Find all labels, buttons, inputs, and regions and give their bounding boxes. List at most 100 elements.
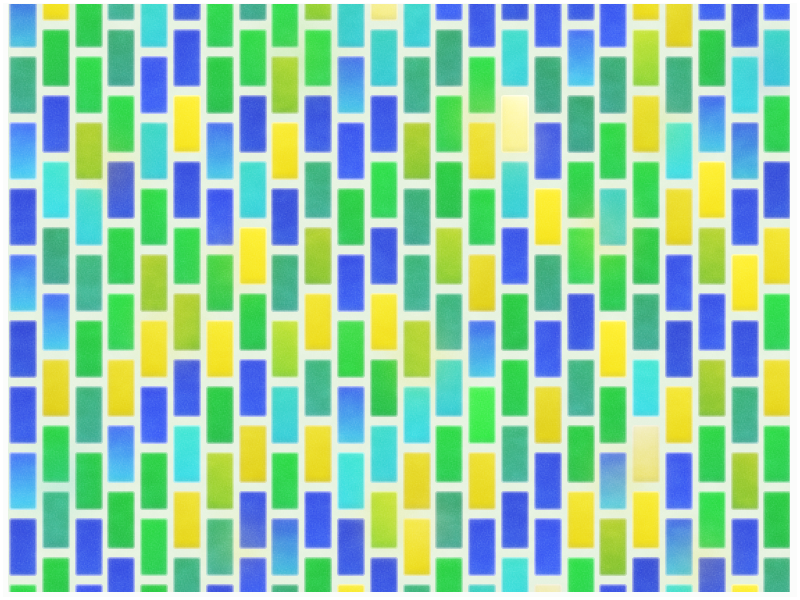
glass-tile-glassy-seagreen [730,386,759,444]
glass-tile-glassy-seagreen [566,359,595,417]
glass-tile-turquoise [271,386,300,444]
glass-tile-lemon-yellow [337,584,365,592]
glass-tile-royal-blue [599,4,628,48]
glass-tile-blue-to-cyan [41,293,70,351]
glass-tile-royal-blue [74,584,103,592]
glass-tile-lemon-yellow [763,359,790,417]
glass-tile-kelly-green [107,293,136,351]
glass-tile-lemon-yellow [730,254,759,312]
glass-tile-kelly-green [238,293,267,351]
glass-tile-royal-blue [533,4,562,48]
glass-tile-turquoise [665,584,693,592]
glass-tile-royal-blue [205,188,234,246]
glass-tile-kelly-green [140,452,169,510]
glass-tile-turquoise [468,584,497,592]
glass-tile-kelly-green [697,29,726,87]
glass-tile-turquoise [337,452,365,510]
glass-tile-olive-yellowgreen [730,452,759,510]
glass-tile-glassy-seagreen [533,254,562,312]
glass-tile-olive-yellowgreen [697,359,726,417]
glass-tile-blue-to-cyan [697,95,726,153]
glass-tile-royal-blue [140,386,169,444]
glass-tile-glassy-seagreen [402,188,431,246]
glass-tile-royal-blue [665,452,693,510]
glass-tile-olive-yellowgreen [205,452,234,510]
glass-tile-glassy-seagreen [402,254,431,312]
glass-tile-glassy-seagreen [271,254,300,312]
glass-tile-lemon-yellow [173,491,201,549]
glass-tile-kelly-green [369,359,398,417]
glass-tile-kelly-green [41,557,70,592]
glass-tile-blue-to-cyan [107,425,136,483]
glass-tile-glassy-seagreen [402,56,431,114]
glass-tile-royal-blue [304,491,333,549]
glass-tile-turquoise [730,56,759,114]
glass-tile-glassy-seagreen [238,4,267,21]
glass-tile-royal-blue [140,56,169,114]
glass-tile-kelly-green [369,161,398,219]
glass-tile-kelly-green [238,29,267,87]
glass-tile-royal-blue [107,557,136,592]
glass-tile-glassy-seagreen [435,293,464,351]
glass-tile-lemon-yellow [107,359,136,417]
glass-tile-lemon-yellow [402,452,431,510]
glass-tile-turquoise [402,4,431,48]
glass-tile-glassy-seagreen [304,359,333,417]
glass-tile-olive-yellowgreen [140,254,169,312]
glass-tile-blue-to-cyan [337,56,365,114]
glass-tile-glassy-seagreen [533,56,562,114]
glass-tile-glassy-seagreen [435,29,464,87]
glass-tile-blue-to-cyan [566,29,595,87]
glass-tile-royal-blue [369,227,398,285]
glass-tile-kelly-green [140,584,169,592]
glass-tile-glassy-seagreen [566,95,595,153]
glass-tile-olive-yellowgreen [271,56,300,114]
glass-tile-royal-blue [337,122,365,180]
glass-tile-lemon-yellow [205,320,234,378]
glass-tile-pale-cream [632,425,661,483]
glass-tile-royal-blue [501,491,529,549]
glass-tile-lemon-yellow [304,293,333,351]
glass-tile-lemon-yellow [238,425,267,483]
glass-tile-royal-blue [271,188,300,246]
glass-tile-glassy-seagreen [632,293,661,351]
glass-tile-royal-blue [173,4,201,21]
glass-tile-kelly-green [763,293,790,351]
glass-tile-lemon-yellow [369,293,398,351]
glass-tile-royal-blue [107,161,136,219]
glass-tile-kelly-green [107,491,136,549]
glass-tile-pale-cream [369,4,398,21]
glass-tile-royal-blue [468,518,497,576]
glass-tile-pale-cream [501,95,529,153]
glass-tile-blue-to-cyan [730,122,759,180]
glass-tile-royal-blue [238,491,267,549]
glass-tile-kelly-green [435,557,464,592]
glass-tile-kelly-green [140,518,169,576]
glass-tile-lemon-yellow [468,122,497,180]
glass-tile-royal-blue [730,320,759,378]
glass-tile-turquoise [369,425,398,483]
glass-tile-royal-blue [533,320,562,378]
glass-tile-kelly-green [566,425,595,483]
glass-tile-lemon-yellow [632,95,661,153]
glass-tile-blue-to-cyan [9,122,37,180]
glass-tile-kelly-green [501,359,529,417]
glass-tile-blue-to-cyan [337,386,365,444]
glass-tile-kelly-green [271,4,300,48]
glass-tile-kelly-green [599,254,628,312]
glass-tile-olive-yellowgreen [304,227,333,285]
glass-tile-kelly-green [271,452,300,510]
glass-tile-kelly-green [74,452,103,510]
glass-tile-glassy-seagreen [107,4,136,21]
glass-tile-olive-yellowgreen [304,4,333,21]
glass-tile-kelly-green [632,227,661,285]
glass-tile-royal-blue [468,4,497,48]
glass-tile-blue-to-cyan [9,254,37,312]
glass-tile-bright-green [468,386,497,444]
glass-tile-kelly-green [74,320,103,378]
glass-tile-royal-blue [173,161,201,219]
glass-tile-kelly-green [435,95,464,153]
glass-tile-kelly-green [41,425,70,483]
glass-tile-turquoise [763,29,790,87]
glass-tile-glassy-seagreen [173,557,201,592]
